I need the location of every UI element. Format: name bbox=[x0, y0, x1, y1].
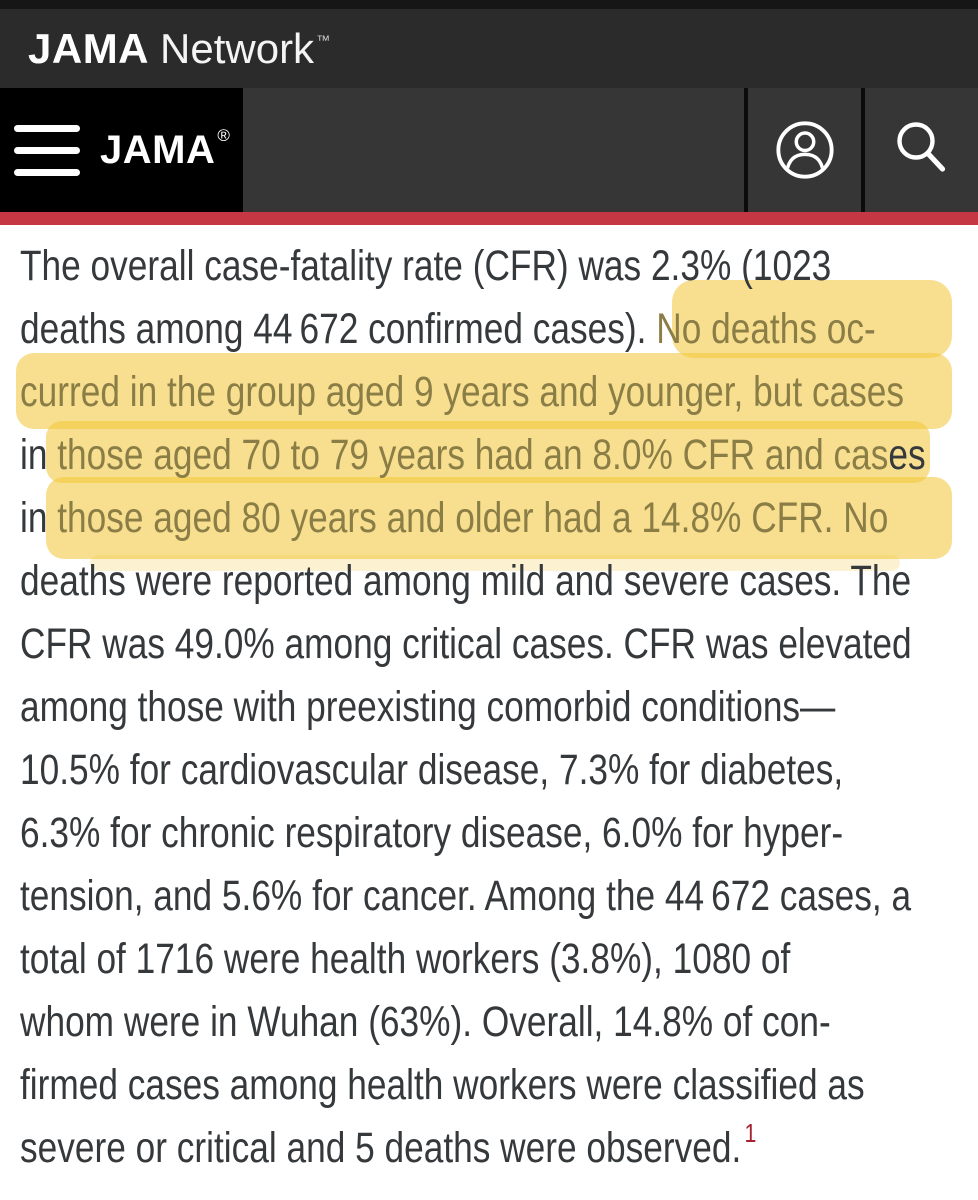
highlighted-text: No deaths oc- bbox=[656, 305, 876, 353]
highlighter-stroke bbox=[46, 477, 952, 559]
highlighter-stroke bbox=[90, 555, 900, 571]
text-segment: total of 1716 were health workers (3.8%)… bbox=[20, 935, 791, 983]
text-line: whom were in Wuhan (63%). Overall, 14.8%… bbox=[20, 991, 831, 1054]
text-line: The overall case-fatality rate (CFR) was… bbox=[20, 235, 831, 298]
text-segment: deaths among 44 672 confirmed cases). bbox=[20, 305, 657, 353]
highlighter-stroke bbox=[16, 353, 952, 429]
text-line: deaths among 44 672 confirmed cases). No… bbox=[20, 298, 876, 361]
text-line: firmed cases among health workers were c… bbox=[20, 1054, 865, 1117]
text-segment: firmed cases among health workers were c… bbox=[20, 1061, 865, 1109]
journal-nav-bar: JAMA ® bbox=[0, 88, 978, 212]
journal-logo[interactable]: JAMA ® bbox=[100, 125, 231, 173]
profile-button[interactable] bbox=[748, 88, 861, 212]
red-divider bbox=[0, 212, 978, 225]
menu-icon bbox=[14, 168, 80, 176]
menu-button[interactable] bbox=[14, 124, 80, 176]
text-segment: CFR was 49.0% among critical cases. CFR … bbox=[20, 620, 912, 668]
text-segment: deaths were reported among mild and seve… bbox=[20, 557, 912, 605]
highlighter-stroke bbox=[672, 280, 952, 358]
highlighted-text: curred in the group aged 9 years and you… bbox=[20, 368, 905, 416]
registered-symbol: ® bbox=[217, 125, 231, 145]
jama-network-logo[interactable]: JAMA Network ™ bbox=[28, 25, 330, 73]
text-line: severe or critical and 5 deaths were obs… bbox=[20, 1117, 806, 1180]
profile-icon bbox=[775, 121, 834, 179]
journal-menu-block: JAMA ® bbox=[0, 88, 243, 212]
text-segment: in bbox=[20, 431, 58, 479]
trademark-symbol: ™ bbox=[316, 31, 331, 48]
text-line: in those aged 70 to 79 years had an 8.0%… bbox=[20, 424, 926, 487]
text-line: total of 1716 were health workers (3.8%)… bbox=[20, 928, 806, 991]
journal-name: JAMA bbox=[100, 127, 216, 172]
text-line: curred in the group aged 9 years and you… bbox=[20, 361, 904, 424]
text-segment: among those with preexisting comorbid co… bbox=[20, 683, 836, 731]
menu-icon bbox=[14, 124, 80, 132]
logo-jama-text: JAMA bbox=[28, 24, 150, 72]
text-segment: severe or critical and 5 deaths were obs… bbox=[20, 1124, 742, 1172]
top-brand-bar: JAMA Network ™ bbox=[0, 0, 978, 88]
highlighter-stroke bbox=[46, 421, 930, 483]
text-segment: 10.5% for cardiovascular disease, 7.3% f… bbox=[20, 746, 844, 794]
nav-divider bbox=[744, 88, 748, 212]
nav-divider bbox=[861, 88, 865, 212]
menu-icon bbox=[14, 146, 80, 154]
search-button[interactable] bbox=[865, 88, 978, 212]
text-line: in those aged 80 years and older had a 1… bbox=[20, 487, 888, 550]
highlighted-text: those aged 80 years and older had a 14.8… bbox=[57, 494, 889, 542]
text-segment: 6.3% for chronic respiratory disease, 6.… bbox=[20, 809, 844, 857]
text-line: tension, and 5.6% for cancer. Among the … bbox=[20, 865, 911, 928]
nav-spacer bbox=[243, 88, 744, 212]
text-segment: whom were in Wuhan (63%). Overall, 14.8%… bbox=[20, 998, 831, 1046]
text-segment: es bbox=[888, 431, 926, 479]
text-segment: tension, and 5.6% for cancer. Among the … bbox=[20, 872, 912, 920]
text-line: among those with preexisting comorbid co… bbox=[20, 676, 835, 739]
citation-reference-link[interactable]: 1 bbox=[744, 1118, 757, 1148]
text-segment: The overall case-fatality rate (CFR) was… bbox=[20, 242, 832, 290]
article-section: The overall case-fatality rate (CFR) was… bbox=[0, 225, 978, 1200]
logo-network-text: Network bbox=[160, 24, 315, 72]
search-icon bbox=[896, 122, 945, 172]
text-line: CFR was 49.0% among critical cases. CFR … bbox=[20, 613, 912, 676]
highlighted-text: those aged 70 to 79 years had an 8.0% CF… bbox=[57, 431, 889, 479]
text-line: deaths were reported among mild and seve… bbox=[20, 550, 911, 613]
text-segment: in bbox=[20, 494, 58, 542]
text-line: 6.3% for chronic respiratory disease, 6.… bbox=[20, 802, 843, 865]
article-paragraph: The overall case-fatality rate (CFR) was… bbox=[0, 225, 978, 1180]
text-line: 10.5% for cardiovascular disease, 7.3% f… bbox=[20, 739, 843, 802]
